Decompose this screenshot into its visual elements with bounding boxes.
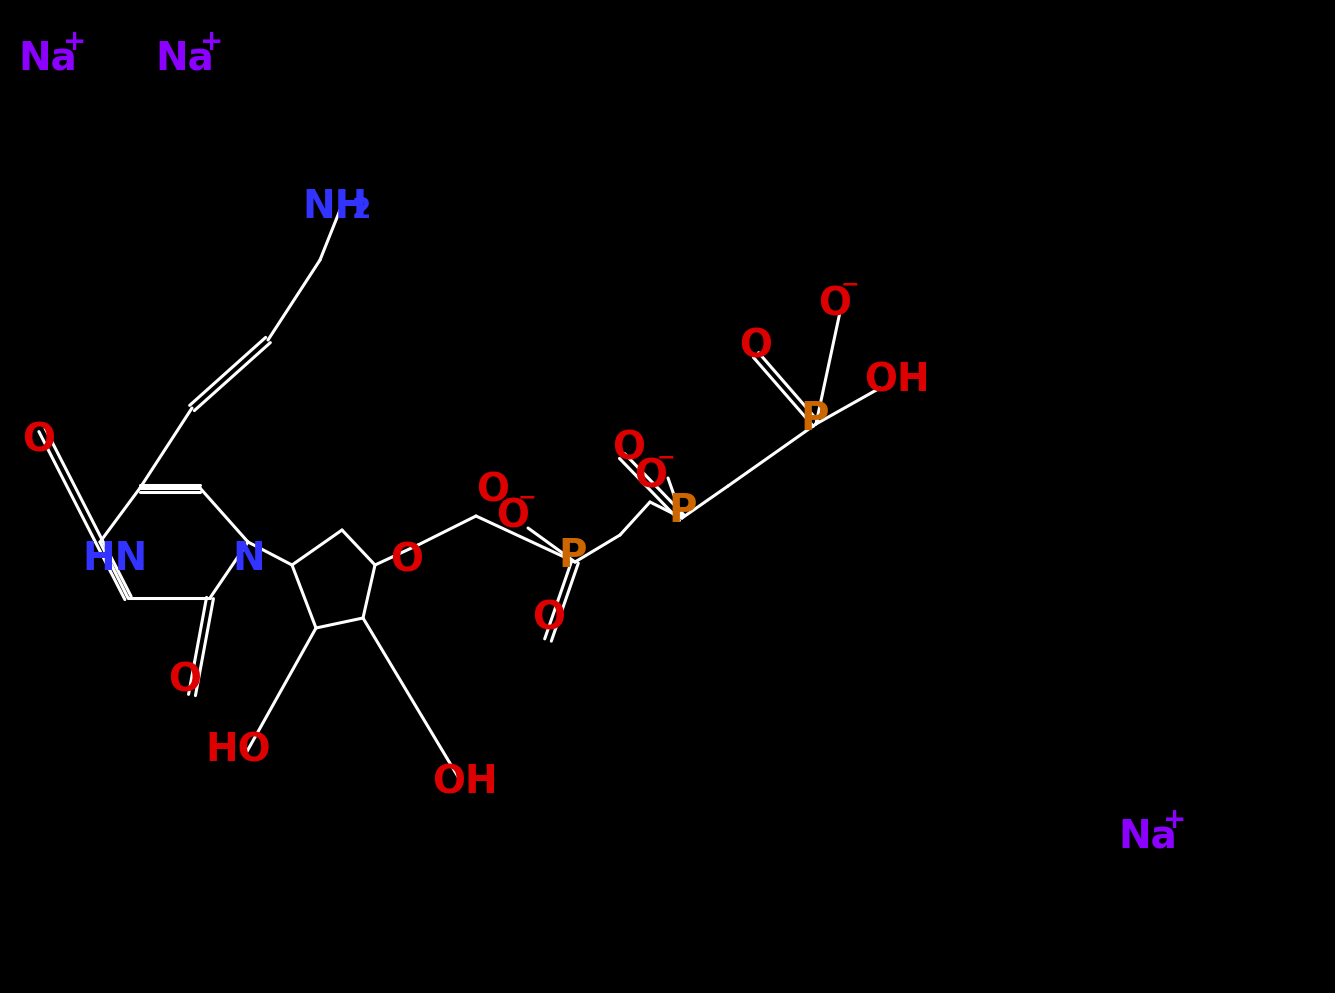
Text: O: O bbox=[477, 472, 509, 510]
Text: O: O bbox=[168, 662, 202, 700]
Text: +: + bbox=[200, 28, 223, 56]
Text: O: O bbox=[497, 497, 529, 535]
Text: +: + bbox=[1163, 806, 1187, 834]
Text: N: N bbox=[232, 540, 264, 578]
Text: O: O bbox=[390, 542, 423, 580]
Text: −: − bbox=[518, 487, 537, 507]
Text: HN: HN bbox=[81, 540, 147, 578]
Text: HO: HO bbox=[206, 732, 271, 770]
Text: O: O bbox=[533, 600, 565, 638]
Text: P: P bbox=[800, 400, 829, 438]
Text: Na: Na bbox=[17, 40, 76, 78]
Text: NH: NH bbox=[302, 188, 367, 226]
Text: Na: Na bbox=[1117, 818, 1176, 856]
Text: 2: 2 bbox=[352, 196, 371, 224]
Text: O: O bbox=[740, 328, 772, 366]
Text: P: P bbox=[668, 492, 697, 530]
Text: O: O bbox=[21, 422, 55, 460]
Text: −: − bbox=[657, 447, 676, 467]
Text: O: O bbox=[611, 430, 645, 468]
Text: O: O bbox=[634, 458, 668, 496]
Text: OH: OH bbox=[864, 362, 929, 400]
Text: −: − bbox=[841, 274, 860, 294]
Text: OH: OH bbox=[433, 764, 498, 802]
Text: +: + bbox=[63, 28, 87, 56]
Text: Na: Na bbox=[155, 40, 214, 78]
Text: O: O bbox=[818, 285, 850, 323]
Text: P: P bbox=[558, 537, 586, 575]
